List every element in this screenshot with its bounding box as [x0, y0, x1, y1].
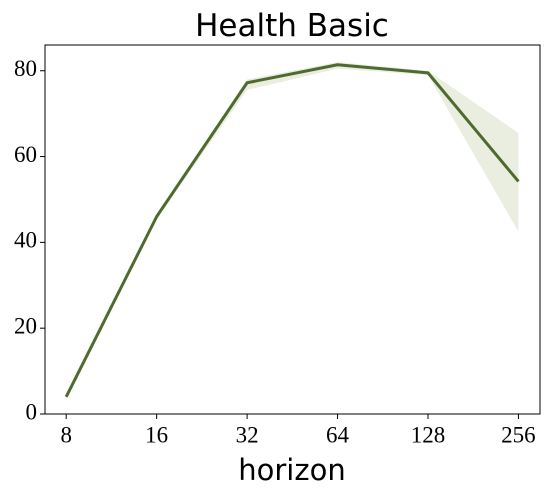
y-tick-label: 20	[14, 313, 37, 338]
plot-frame	[44, 44, 541, 415]
x-tick-label: 32	[236, 422, 259, 447]
y-tick-label: 60	[14, 142, 37, 167]
line	[64, 63, 520, 398]
chart-title: Health Basic	[195, 8, 389, 44]
x-tick-label: 256	[501, 422, 536, 447]
x-tick-label: 128	[411, 422, 446, 447]
x-tick-label: 64	[326, 422, 350, 447]
y-tick-label: 0	[26, 399, 38, 424]
x-tick-label: 8	[60, 422, 72, 447]
x-tick-label: 16	[145, 422, 168, 447]
plot-area	[64, 62, 520, 399]
confidence-band	[66, 62, 519, 399]
y-tick-label: 80	[14, 56, 37, 81]
y-tick-label: 40	[14, 228, 37, 253]
x-axis-label: horizon	[238, 453, 345, 487]
